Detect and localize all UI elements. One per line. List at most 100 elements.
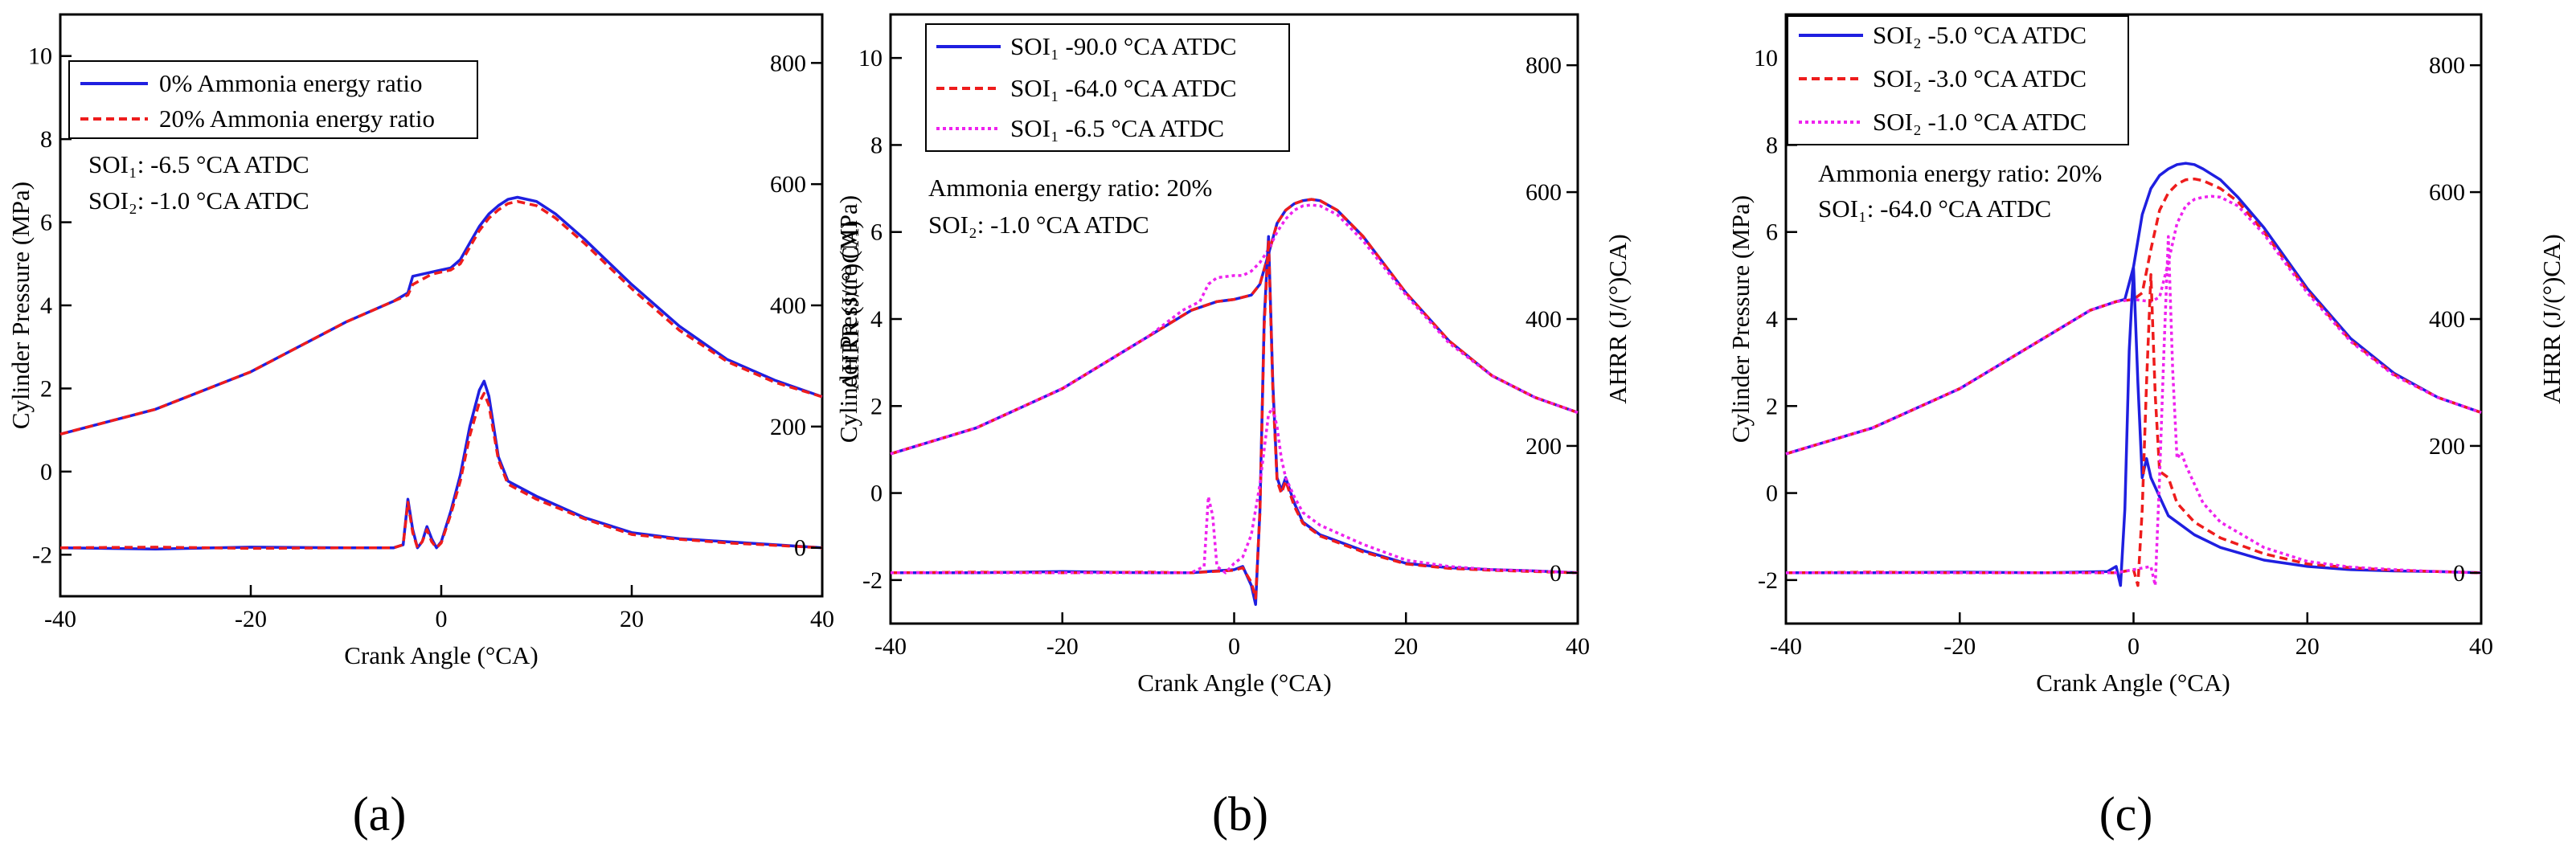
- x-tick-label: -40: [44, 606, 76, 632]
- y2-tick-label: 800: [1526, 52, 1562, 79]
- y2-tick-label: 800: [770, 50, 806, 76]
- x-tick-label: -20: [1046, 633, 1079, 660]
- y-axis-label: Cylinder Pressure (MPa): [6, 182, 35, 429]
- y2-tick-label: 400: [2429, 306, 2465, 333]
- x-tick-label: 20: [2295, 633, 2320, 660]
- x-axis-label: Crank Angle (°CA): [344, 641, 538, 669]
- legend: SOI₂ -5.0 °CA ATDC SOI₂ -3.0 °CA ATDC SO…: [1787, 15, 2129, 145]
- annotation-soi2: SOI₂: -1.0 °CA ATDC: [928, 211, 1149, 239]
- x-tick-label: 0: [436, 606, 448, 632]
- y-tick-label: 10: [28, 43, 52, 70]
- series-pressure-red-line: [59, 199, 823, 436]
- x-tick-label: -20: [235, 606, 267, 632]
- y-tick-label: 6: [870, 219, 883, 246]
- legend-label-0: 0% Ammonia energy ratio: [159, 69, 422, 97]
- y2-tick-label: 400: [770, 292, 806, 319]
- x-tick-label: -20: [1943, 633, 1976, 660]
- series-pressure-magenta-line: [890, 203, 1579, 456]
- y2-tick-label: 200: [1526, 433, 1562, 460]
- series-ahrr-blue-line: [1786, 267, 2482, 587]
- series-pressure-blue-line: [59, 195, 823, 436]
- panel-label-b: (b): [1212, 788, 1268, 841]
- y-tick-label: 2: [40, 375, 52, 402]
- y-tick-label: 10: [858, 45, 883, 72]
- y-tick-label: -2: [32, 542, 52, 568]
- y2-tick-label: 200: [770, 414, 806, 440]
- x-tick-label: 40: [1566, 633, 1590, 660]
- x-tick-label: 0: [2128, 633, 2140, 660]
- x-tick-label: 20: [620, 606, 644, 632]
- annotation-soi1: SOI₁: -6.5 °CA ATDC: [88, 150, 309, 178]
- series-layer: [59, 195, 823, 550]
- series-layer: [1785, 162, 2482, 587]
- legend-label-2: SOI₁ -6.5 °CA ATDC: [1010, 114, 1224, 142]
- legend-label-0: SOI₁ -90.0 °CA ATDC: [1010, 32, 1237, 60]
- x-tick-label: 0: [1228, 633, 1240, 660]
- y2-tick-label: 0: [2453, 560, 2465, 587]
- y-axis-label: Cylinder Pressure (MPa): [1726, 195, 1755, 443]
- y-tick-label: 8: [1766, 132, 1778, 158]
- y2-axis-label: AHRR (J/(°)CA): [836, 220, 864, 390]
- y2-tick-label: 600: [770, 171, 806, 198]
- y2-axis-label: AHRR (J/(°)CA): [1603, 234, 1632, 403]
- y2-tick-label: 200: [2429, 433, 2465, 460]
- y-tick-label: 4: [40, 292, 52, 319]
- series-ahrr-red-line: [1785, 272, 2482, 587]
- x-axis-label: Crank Angle (°CA): [1137, 669, 1331, 697]
- y-tick-label: 8: [870, 132, 883, 158]
- series-ahrr-red-line: [59, 391, 823, 550]
- series-pressure-red-line: [890, 198, 1579, 456]
- x-tick-label: -40: [1770, 633, 1802, 660]
- y2-tick-label: 800: [2429, 52, 2465, 79]
- y2-tick-label: 600: [2429, 179, 2465, 206]
- panel-label-a: (a): [353, 788, 407, 841]
- x-tick-label: 40: [2469, 633, 2493, 660]
- y-tick-label: 10: [1754, 45, 1778, 72]
- annotation-ratio: Ammonia energy ratio: 20%: [928, 174, 1212, 202]
- annotation-soi1: SOI₁: -64.0 °CA ATDC: [1818, 194, 2051, 223]
- annotation-ratio: Ammonia energy ratio: 20%: [1818, 159, 2102, 187]
- x-tick-label: -40: [874, 633, 907, 660]
- y-tick-label: 6: [40, 210, 52, 236]
- legend-label-2: SOI₂ -1.0 °CA ATDC: [1873, 108, 2087, 136]
- x-tick-label: 40: [810, 606, 834, 632]
- annotation-soi2: SOI₂: -1.0 °CA ATDC: [88, 186, 309, 215]
- legend-label-1: SOI₂ -3.0 °CA ATDC: [1873, 64, 2087, 92]
- y-tick-label: 6: [1766, 219, 1778, 246]
- y-tick-label: 0: [40, 459, 52, 485]
- y-axis-label: Cylinder Pressure (MPa): [834, 195, 862, 443]
- series-pressure-magenta-line: [1785, 194, 2482, 456]
- legend-label-0: SOI₂ -5.0 °CA ATDC: [1873, 21, 2087, 49]
- y-tick-label: 2: [1766, 393, 1778, 419]
- y-tick-label: 4: [1766, 306, 1778, 333]
- y-tick-label: -2: [862, 567, 883, 594]
- y-tick-label: 4: [870, 306, 883, 333]
- y2-tick-label: 600: [1526, 179, 1562, 206]
- series-ahrr-red-line: [890, 238, 1579, 600]
- legend-label-1: 20% Ammonia energy ratio: [159, 104, 435, 133]
- y2-tick-label: 0: [1550, 560, 1562, 587]
- x-axis-label: Crank Angle (°CA): [2036, 669, 2230, 697]
- series-ahrr-magenta-line: [891, 406, 1579, 575]
- y-tick-label: 8: [40, 126, 52, 153]
- series-ahrr-blue-line: [59, 379, 823, 550]
- legend: SOI₁ -90.0 °CA ATDC SOI₁ -64.0 °CA ATDC …: [925, 23, 1290, 152]
- y-tick-label: -2: [1758, 567, 1778, 594]
- legend-box: [68, 60, 478, 139]
- y-tick-label: 0: [1766, 481, 1778, 507]
- y2-tick-label: 400: [1526, 306, 1562, 333]
- legend: 0% Ammonia energy ratio 20% Ammonia ener…: [68, 60, 478, 139]
- y-tick-label: 0: [870, 481, 883, 507]
- series-layer: [890, 198, 1579, 607]
- y2-tick-label: 0: [794, 535, 806, 562]
- y2-axis-label: AHRR (J/(°)CA): [2537, 234, 2566, 403]
- x-tick-label: 20: [1394, 633, 1418, 660]
- y-tick-label: 2: [870, 393, 883, 419]
- legend-label-1: SOI₁ -64.0 °CA ATDC: [1010, 74, 1237, 102]
